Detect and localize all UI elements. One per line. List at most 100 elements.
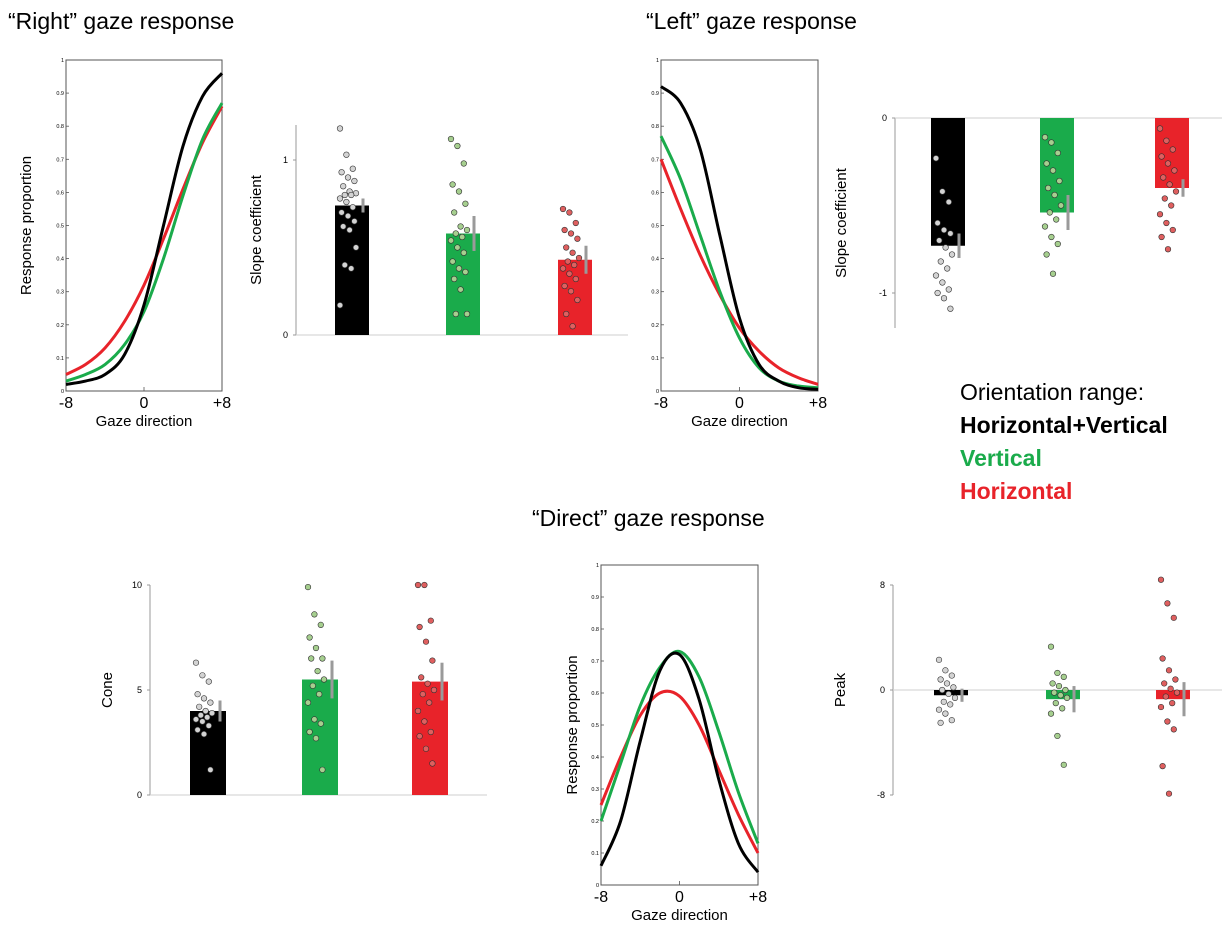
y-tick-label: 0.1: [56, 356, 64, 362]
data-point: [424, 680, 431, 687]
y-tick-label: 0: [137, 790, 142, 800]
data-point: [449, 181, 456, 188]
data-point: [343, 198, 350, 206]
bar-0: [931, 118, 965, 246]
y-tick-label: 0.8: [591, 627, 599, 633]
x-tick-label: -8: [59, 395, 73, 412]
y-axis-label: Slope coefficient: [248, 174, 265, 285]
data-point: [945, 690, 952, 698]
y-axis-label: Peak: [832, 672, 849, 707]
data-point: [947, 701, 954, 708]
data-point: [566, 270, 573, 277]
data-point: [454, 142, 461, 150]
data-point: [207, 699, 214, 706]
data-point: [947, 305, 954, 312]
data-point: [934, 219, 941, 227]
data-point: [574, 296, 581, 304]
data-point: [934, 289, 941, 297]
data-point: [304, 699, 312, 706]
y-tick-label: 1: [283, 155, 288, 165]
data-point: [319, 766, 326, 773]
data-point: [419, 691, 426, 698]
y-tick-label: 0.6: [56, 190, 64, 196]
data-point: [561, 282, 568, 290]
data-point: [341, 261, 348, 269]
legend-item-horizontal-vertical: Horizontal+Vertical: [960, 412, 1168, 438]
data-point: [462, 268, 469, 276]
data-point: [571, 261, 578, 269]
legend-item-vertical: Vertical: [960, 445, 1042, 471]
data-point: [1164, 160, 1172, 167]
y-tick-label: 0.3: [56, 290, 64, 296]
data-point: [311, 611, 318, 618]
data-point: [1162, 693, 1169, 700]
data-point: [205, 678, 212, 685]
data-point: [1169, 226, 1176, 234]
data-point: [197, 712, 204, 719]
data-point: [426, 699, 433, 706]
series-line-0: [599, 651, 760, 874]
data-point: [343, 151, 350, 158]
data-point: [460, 160, 467, 167]
legend-title: Orientation range:: [960, 379, 1144, 405]
data-point: [199, 718, 206, 725]
data-point: [575, 254, 583, 262]
data-point: [320, 676, 328, 683]
data-point: [306, 634, 313, 641]
data-point: [336, 125, 344, 132]
data-point: [1041, 223, 1049, 230]
data-point: [1054, 149, 1061, 157]
series-line-1: [659, 135, 819, 390]
data-point: [1161, 195, 1168, 202]
series-line-2: [659, 158, 819, 386]
data-point: [940, 226, 948, 234]
data-point: [208, 709, 216, 717]
data-point: [338, 169, 345, 176]
data-point: [457, 286, 464, 293]
y-tick-label: -8: [877, 790, 885, 800]
data-point: [430, 686, 438, 694]
data-point: [1049, 167, 1057, 174]
data-point: [1171, 167, 1178, 174]
data-point: [340, 223, 347, 230]
data-point: [204, 714, 211, 721]
data-point: [194, 691, 201, 698]
data-point: [1047, 710, 1055, 717]
series-line-0: [65, 72, 224, 386]
y-tick-label: 10: [132, 580, 142, 590]
data-point: [935, 656, 943, 663]
y-tick-label: 0: [596, 883, 599, 889]
data-point: [1157, 703, 1165, 711]
data-point: [312, 644, 320, 652]
y-tick-label: 0.6: [651, 190, 659, 196]
data-point: [1048, 139, 1055, 146]
data-point: [202, 707, 209, 715]
data-point: [348, 265, 355, 272]
data-point: [457, 223, 464, 230]
y-tick-label: -1: [879, 288, 887, 298]
data-point: [1043, 160, 1050, 167]
data-point: [1164, 600, 1171, 607]
data-point: [336, 302, 344, 309]
data-point: [1164, 718, 1171, 725]
data-point: [463, 226, 471, 234]
data-point: [1057, 202, 1065, 209]
data-point: [454, 244, 461, 251]
data-point: [338, 209, 345, 216]
data-point: [316, 691, 323, 698]
data-point: [311, 716, 318, 723]
data-point: [451, 275, 458, 283]
data-point: [1165, 667, 1173, 674]
y-tick-label: 0.5: [651, 224, 659, 230]
data-point: [572, 275, 579, 283]
data-point: [1161, 680, 1168, 687]
bar-2: [1156, 690, 1190, 700]
y-tick-label: 0.7: [651, 157, 659, 163]
data-point: [414, 707, 422, 715]
y-tick-label: 0: [880, 685, 885, 695]
data-point: [943, 680, 951, 687]
data-point: [1164, 246, 1172, 253]
x-axis-label: Gaze direction: [691, 413, 788, 430]
